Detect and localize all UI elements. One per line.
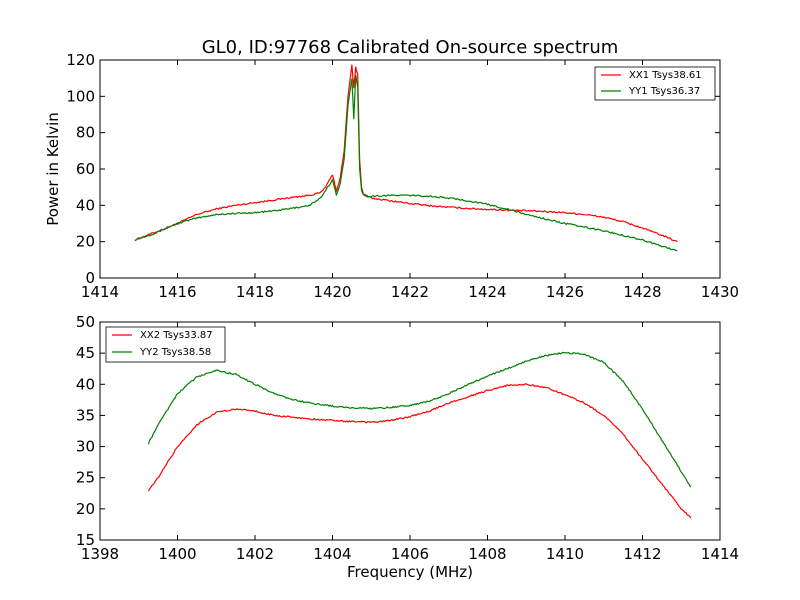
x-tick-label: 1422 bbox=[391, 283, 429, 301]
y-axis-label: Power in Kelvin bbox=[44, 112, 62, 226]
y-tick-label: 20 bbox=[76, 500, 95, 518]
x-tick-label: 1428 bbox=[623, 283, 661, 301]
x-tick-label: 1416 bbox=[158, 283, 196, 301]
y-tick-label: 15 bbox=[76, 531, 95, 549]
y-tick-label: 20 bbox=[76, 233, 95, 251]
chart-title: GL0, ID:97768 Calibrated On-source spect… bbox=[202, 37, 619, 58]
x-tick-label: 1408 bbox=[468, 545, 506, 563]
legend-box bbox=[594, 66, 716, 101]
series-line-2 bbox=[134, 74, 678, 252]
x-tick-label: 1404 bbox=[313, 545, 351, 563]
series-line-2 bbox=[147, 351, 692, 488]
x-tick-label: 1412 bbox=[623, 545, 661, 563]
legend-label-yy1: YY1 Tsys36.37 bbox=[628, 86, 700, 97]
plot-area-bottom: 1398 1400 1402 1404 1406 1408 1410 1412 1414 15 20… bbox=[76, 313, 739, 563]
y-tick-label: 35 bbox=[76, 406, 95, 424]
y-tick-label: 25 bbox=[76, 469, 95, 487]
y-tick-label: 0 bbox=[85, 269, 95, 287]
x-tick-label: 1418 bbox=[236, 283, 274, 301]
x-tick-label: 1398 bbox=[81, 545, 119, 563]
series-line-1 bbox=[134, 64, 678, 243]
series-line-1 bbox=[147, 383, 692, 519]
y-tick-label: 60 bbox=[76, 160, 95, 178]
y-tick-label: 40 bbox=[76, 196, 95, 214]
y-tick-label: 45 bbox=[76, 344, 95, 362]
x-axis-label: Frequency (MHz) bbox=[347, 563, 473, 581]
y-tick-label: 80 bbox=[76, 124, 95, 142]
y-tick-label: 120 bbox=[66, 51, 95, 69]
chart-top: GL0, ID:97768 Calibrated On-source spect… bbox=[44, 37, 739, 301]
y-tick-label: 50 bbox=[76, 313, 95, 331]
legend-label-yy2: YY2 Tsys38.58 bbox=[139, 347, 211, 358]
x-tick-label: 1414 bbox=[81, 283, 119, 301]
x-tick-label: 1406 bbox=[391, 545, 429, 563]
plot-area-top: 1414 1416 1418 1420 1422 1424 1426 1428 1430 0 20 4… bbox=[66, 51, 739, 301]
y-tick-label: 40 bbox=[76, 375, 95, 393]
legend-label-xx2: XX2 Tsys33.87 bbox=[140, 330, 213, 341]
x-tick-label: 1402 bbox=[236, 545, 274, 563]
x-tick-label: 1424 bbox=[468, 283, 506, 301]
plot-frame-bottom bbox=[99, 321, 721, 541]
legend-label-xx1: XX1 Tsys38.61 bbox=[629, 70, 702, 81]
chart-bottom: Frequency (MHz) 1398 1400 1402 1404 1406 1408… bbox=[76, 313, 739, 581]
y-tick-label: 30 bbox=[76, 438, 95, 456]
x-tick-label: 1420 bbox=[313, 283, 351, 301]
y-tick-label: 100 bbox=[66, 87, 95, 105]
legend-bottom: XX2 Tsys33.87 YY2 Tsys38.58 bbox=[105, 326, 226, 363]
plot-frame-top bbox=[99, 59, 721, 279]
legend-box bbox=[105, 326, 226, 363]
x-tick-label: 1414 bbox=[701, 545, 739, 563]
x-tick-label: 1400 bbox=[158, 545, 196, 563]
x-tick-label: 1426 bbox=[546, 283, 584, 301]
legend-top: XX1 Tsys38.61 YY1 Tsys36.37 bbox=[594, 66, 716, 101]
x-tick-label: 1410 bbox=[546, 545, 584, 563]
x-tick-label: 1430 bbox=[701, 283, 739, 301]
